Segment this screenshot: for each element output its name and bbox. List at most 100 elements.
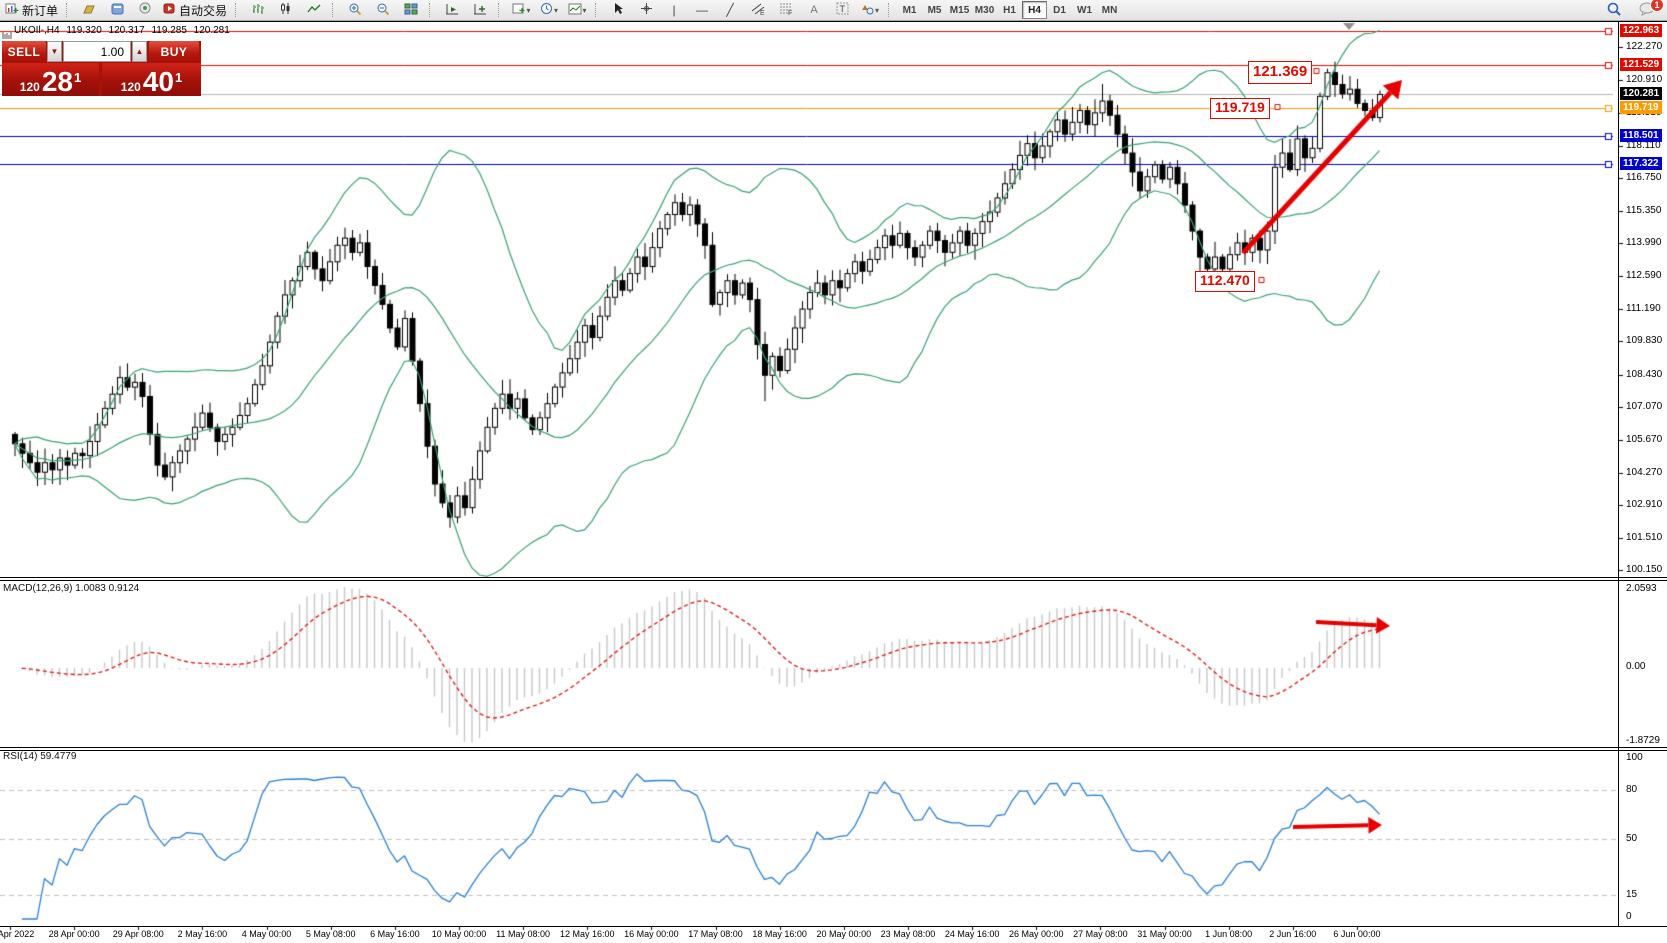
sell-price-button[interactable]: 120 28 1	[2, 63, 99, 96]
price-tick: 122.270	[1626, 41, 1663, 53]
market-watch-button[interactable]	[104, 1, 130, 20]
tile-windows-icon	[404, 3, 418, 18]
fibonacci-icon: F	[779, 2, 793, 18]
new-chart-icon: +	[512, 3, 526, 18]
timeframe-button-mn[interactable]: MN	[1101, 4, 1118, 16]
auto-scroll-icon	[445, 3, 459, 18]
horizontal-line-tool-button[interactable]: —	[689, 1, 715, 20]
buy-price-small: 120	[120, 80, 141, 94]
pane-splitter[interactable]	[0, 577, 1667, 578]
candlestick-mode-button[interactable]	[273, 1, 299, 20]
price-badge: 117.322	[1620, 157, 1662, 171]
zoom-in-button[interactable]	[342, 1, 368, 20]
pane-splitter[interactable]	[0, 747, 1667, 748]
price-label-annotation[interactable]: 112.470	[1195, 271, 1255, 292]
vertical-line-icon: |	[672, 3, 676, 17]
volume-decrease-button[interactable]: ▼	[47, 41, 62, 62]
toolbar-separator	[498, 3, 503, 17]
timeframe-button-m1[interactable]: M1	[902, 4, 917, 16]
new-order-button[interactable]: + 新订单	[2, 1, 61, 20]
macd-axis-tick: 0.00	[1626, 661, 1646, 672]
timeframe-button-m15[interactable]: M15	[949, 4, 970, 16]
volume-input[interactable]	[63, 41, 131, 62]
time-label: 5 May 08:00	[305, 929, 356, 939]
time-label: 2 May 16:00	[177, 929, 228, 939]
timeframe-button-m5[interactable]: M5	[927, 4, 942, 16]
data-window-button[interactable]	[132, 1, 158, 20]
time-label: 23 May 08:00	[880, 929, 936, 939]
label-icon: T	[836, 2, 849, 18]
auto-scroll-button[interactable]	[439, 1, 465, 20]
zoom-out-icon	[376, 2, 390, 19]
new-order-icon: +	[5, 2, 19, 18]
price-label-annotation[interactable]: 119.719	[1210, 98, 1270, 119]
toolbar-separator	[888, 3, 893, 17]
profile-button[interactable]	[76, 1, 102, 20]
label-tool-button[interactable]: T	[829, 1, 855, 20]
time-label: 4 May 00:00	[241, 929, 292, 939]
trendline-tool-button[interactable]: ╱	[717, 1, 743, 20]
period-menu-button[interactable]: ▾	[536, 1, 562, 20]
bar-chart-icon	[252, 3, 265, 18]
time-label: 26 May 00:00	[1008, 929, 1064, 939]
data-window-icon	[139, 2, 152, 18]
time-label: 12 May 16:00	[559, 929, 615, 939]
pane-splitter[interactable]	[0, 580, 1667, 581]
price-tick: 102.910	[1626, 499, 1663, 511]
pane-splitter[interactable]	[0, 750, 1667, 751]
trendline-icon: ╱	[726, 3, 734, 17]
horizontal-line-icon: —	[696, 3, 709, 17]
text-icon: A	[810, 4, 818, 16]
time-label: 31 May 00:00	[1137, 929, 1192, 939]
price-axis-line	[1618, 21, 1619, 927]
vertical-line-tool-button[interactable]: |	[661, 1, 687, 20]
price-badge: 120.281	[1620, 87, 1663, 101]
new-chart-button[interactable]: + ▾	[508, 1, 534, 20]
timeframe-button-w1[interactable]: W1	[1077, 4, 1093, 16]
rsi-label: RSI(14) 59.4779	[3, 751, 77, 762]
symbol-chart-icon	[2, 27, 13, 45]
indicators-button[interactable]: ▾	[564, 1, 590, 20]
price-badge: 122.963	[1620, 24, 1663, 37]
price-tick: 104.270	[1626, 466, 1663, 478]
channel-tool-button[interactable]: E	[745, 1, 771, 20]
timeframe-button-m30[interactable]: M30	[974, 4, 995, 16]
svg-text:+: +	[519, 6, 525, 15]
buy-button[interactable]: BUY	[149, 41, 199, 62]
fibonacci-tool-button[interactable]: F	[773, 1, 799, 20]
autotrading-button[interactable]: 自动交易	[160, 1, 230, 20]
tile-windows-button[interactable]	[398, 1, 424, 20]
price-tick: 112.590	[1626, 270, 1662, 282]
line-chart-mode-button[interactable]	[301, 1, 327, 20]
sell-button[interactable]: SELL	[2, 41, 46, 62]
dropdown-arrow-icon: ▾	[582, 5, 587, 15]
cursor-tool-button[interactable]	[605, 1, 631, 20]
svg-text:F: F	[788, 10, 792, 15]
rsi-axis-tick: 80	[1626, 784, 1638, 796]
time-label: 26 Apr 2022	[0, 929, 35, 939]
open-value: 119.320	[66, 25, 102, 36]
search-button[interactable]	[1601, 1, 1627, 20]
price-tick: 108.430	[1626, 368, 1663, 380]
notifications-button[interactable]: 1	[1634, 0, 1664, 20]
price-tick: 105.670	[1626, 433, 1663, 445]
sell-price-small: 120	[19, 80, 40, 94]
buy-price-button[interactable]: 120 40 1	[102, 63, 201, 96]
timeframe-button-h4[interactable]: H4	[1022, 1, 1048, 19]
price-tick: 118.110	[1626, 139, 1661, 151]
price-label-annotation[interactable]: 121.369	[1248, 61, 1313, 84]
shapes-icon	[861, 3, 874, 18]
volume-increase-button[interactable]: ▲	[132, 41, 147, 62]
zoom-out-button[interactable]	[370, 1, 396, 20]
dropdown-arrow-icon: ▾	[526, 5, 531, 15]
timeframe-button-d1[interactable]: D1	[1053, 4, 1066, 16]
price-tick: 113.990	[1626, 237, 1662, 249]
crosshair-tool-button[interactable]	[633, 1, 659, 20]
toolbar-separator	[429, 3, 434, 17]
text-tool-button[interactable]: A	[801, 1, 827, 20]
timeframe-button-h1[interactable]: H1	[1003, 4, 1016, 16]
chart-shift-button[interactable]	[467, 1, 493, 20]
bar-chart-mode-button[interactable]	[245, 1, 271, 20]
shapes-tool-button[interactable]: ▾	[857, 1, 883, 20]
